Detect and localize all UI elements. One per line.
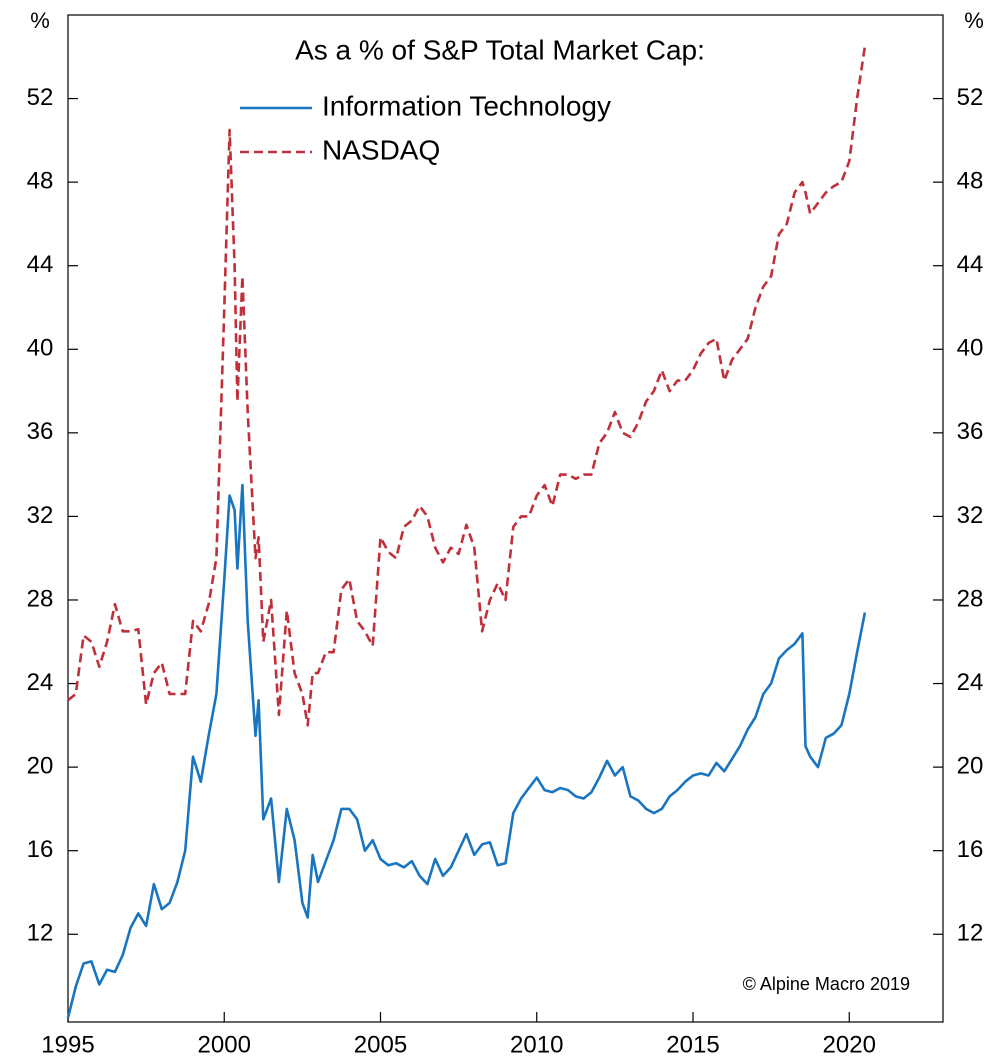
y-tick-label: 36: [27, 418, 54, 445]
legend-label: NASDAQ: [322, 134, 440, 165]
x-tick-label: 2010: [510, 1031, 563, 1058]
x-tick-label: 1995: [41, 1031, 94, 1058]
y-tick-label: 32: [27, 502, 54, 529]
y2-tick-label: 12: [957, 920, 984, 947]
y-tick-label: 28: [27, 585, 54, 612]
y-tick-label: 48: [27, 167, 54, 194]
y2-tick-label: 16: [957, 836, 984, 863]
y-tick-label: 24: [27, 669, 54, 696]
legend-label: Information Technology: [322, 90, 611, 121]
x-tick-label: 2015: [666, 1031, 719, 1058]
y-tick-label: 40: [27, 335, 54, 362]
x-tick-label: 2005: [354, 1031, 407, 1058]
y-tick-label: 52: [27, 84, 54, 111]
y2-tick-label: 44: [957, 251, 984, 278]
y-tick-label: 16: [27, 836, 54, 863]
x-tick-label: 2020: [823, 1031, 876, 1058]
legend-title: As a % of S&P Total Market Cap:: [295, 34, 705, 65]
y-tick-label: 44: [27, 251, 54, 278]
y2-tick-label: 24: [957, 669, 984, 696]
y2-tick-label: 52: [957, 84, 984, 111]
annotation: © Alpine Macro 2019: [743, 974, 910, 994]
y2-tick-label: 36: [957, 418, 984, 445]
y2-axis-label: %: [964, 8, 984, 33]
y-axis-label: %: [30, 8, 50, 33]
y2-tick-label: 20: [957, 752, 984, 779]
line-series: [66, 483, 867, 1019]
y2-tick-label: 40: [957, 335, 984, 362]
y-tick-label: 20: [27, 752, 54, 779]
x-tick-label: 2000: [198, 1031, 251, 1058]
y-tick-label: 12: [27, 920, 54, 947]
line-series: [67, 46, 867, 727]
plot-frame: [67, 14, 944, 1023]
y2-tick-label: 48: [957, 167, 984, 194]
y2-tick-label: 28: [957, 585, 984, 612]
y2-tick-label: 32: [957, 502, 984, 529]
